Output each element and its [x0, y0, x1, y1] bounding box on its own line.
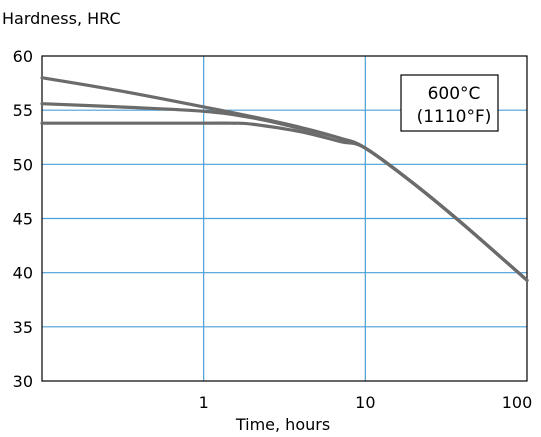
x-tick-label: 100 [502, 393, 533, 412]
y-tick-label: 45 [13, 210, 33, 229]
y-tick-label: 60 [13, 47, 33, 66]
y-tick-label: 55 [13, 101, 33, 120]
series-line-3 [40, 121, 529, 282]
series-group [40, 76, 529, 282]
x-tick-labels: 1 10 100 [199, 393, 533, 412]
y-tick-label: 50 [13, 155, 33, 174]
x-tick-label: 10 [355, 393, 375, 412]
annotation-box [400, 74, 499, 132]
x-tick-label: 1 [199, 393, 209, 412]
annotation-line-1: 600°C [428, 84, 481, 104]
annotation-line-2: (1110°F) [417, 107, 492, 127]
temperature-annotation: 600°C (1110°F) [400, 74, 499, 132]
y-tick-label: 40 [13, 264, 33, 283]
y-tick-label: 30 [13, 372, 33, 391]
y-tick-label: 35 [13, 318, 33, 337]
y-tick-labels: 30 35 40 45 50 55 60 [13, 47, 33, 391]
y-axis-title: Hardness, HRC [2, 9, 121, 28]
x-axis-title: Time, hours [235, 415, 330, 434]
plot-frame [41, 55, 528, 382]
